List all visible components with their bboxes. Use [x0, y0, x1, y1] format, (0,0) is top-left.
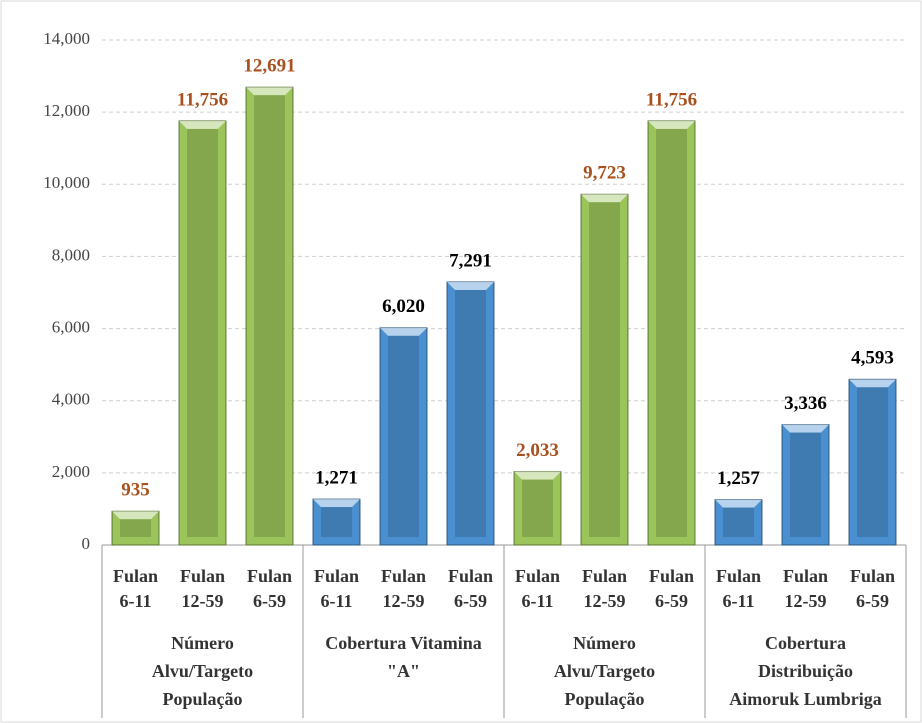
x-tick-label: Fulan [113, 566, 158, 586]
value-label: 7,291 [449, 250, 492, 271]
bar-face [120, 519, 151, 537]
x-tick-label: 12-59 [584, 591, 626, 611]
value-label: 9,723 [583, 163, 626, 184]
bar-bevel [246, 87, 293, 96]
x-tick-label: Fulan [381, 566, 426, 586]
x-tick-label: 6-11 [119, 591, 151, 611]
x-tick-label: 6-59 [655, 591, 688, 611]
group-label: Distribuição [758, 661, 853, 681]
value-label: 1,257 [717, 468, 760, 489]
group-label: Número [171, 633, 234, 653]
bar-face [455, 290, 486, 537]
bar-face [790, 432, 821, 537]
group-label: Cobertura Vitamina [325, 633, 482, 653]
x-tick-label: 6-59 [454, 591, 487, 611]
value-label: 11,756 [177, 89, 228, 110]
y-tick-label: 10,000 [43, 173, 90, 192]
value-label: 1,271 [315, 468, 358, 489]
bar-face [857, 387, 888, 537]
bar-bevel [112, 511, 159, 520]
x-tick-label: Fulan [716, 566, 761, 586]
bar-bevel [581, 194, 628, 203]
bar-face [321, 507, 352, 537]
bar-face [187, 128, 218, 538]
bar-bevel [380, 327, 427, 336]
bar-bevel [715, 499, 762, 508]
group-label: Número [573, 633, 636, 653]
group-label: "A" [387, 661, 420, 681]
value-label: 11,756 [646, 89, 697, 110]
bar-face [522, 479, 553, 537]
y-tick-label: 14,000 [43, 29, 90, 48]
group-label: Alvu/Targeto [152, 661, 253, 681]
x-tick-label: Fulan [783, 566, 828, 586]
x-tick-label: 6-11 [320, 591, 352, 611]
bar-face [656, 128, 687, 538]
x-tick-label: Fulan [515, 566, 560, 586]
y-tick-label: 6,000 [52, 317, 90, 336]
bar-face [388, 335, 419, 537]
x-tick-label: Fulan [314, 566, 359, 586]
y-tick-label: 0 [82, 534, 91, 553]
x-tick-label: 12-59 [182, 591, 224, 611]
group-label: Alvu/Targeto [554, 661, 655, 681]
value-label: 2,033 [516, 440, 559, 461]
value-label: 4,593 [851, 348, 894, 369]
bar-face [254, 95, 285, 537]
bar-face [589, 202, 620, 537]
bar-face [723, 507, 754, 537]
bar-bevel [782, 424, 829, 433]
bar-bevel [849, 379, 896, 388]
group-label: População [564, 689, 644, 709]
value-label: 6,020 [382, 296, 425, 317]
group-label: Cobertura [765, 633, 846, 653]
x-tick-label: 12-59 [383, 591, 425, 611]
x-tick-label: 6-11 [722, 591, 754, 611]
x-tick-label: Fulan [247, 566, 292, 586]
x-tick-label: Fulan [180, 566, 225, 586]
x-tick-label: Fulan [850, 566, 895, 586]
value-label: 12,691 [243, 56, 295, 77]
x-tick-label: 6-59 [253, 591, 286, 611]
x-tick-label: 6-11 [521, 591, 553, 611]
y-tick-label: 8,000 [52, 245, 90, 264]
x-tick-label: Fulan [649, 566, 694, 586]
group-label: Aimoruk Lumbriga [729, 689, 882, 709]
x-tick-label: Fulan [448, 566, 493, 586]
y-tick-label: 12,000 [43, 101, 90, 120]
bar-bevel [447, 282, 494, 291]
bar-bevel [313, 499, 360, 508]
x-tick-label: 12-59 [785, 591, 827, 611]
x-tick-label: Fulan [582, 566, 627, 586]
bar-bevel [514, 471, 561, 480]
group-label: População [162, 689, 242, 709]
bar-bevel [648, 120, 695, 129]
y-tick-label: 4,000 [52, 390, 90, 409]
value-label: 935 [121, 480, 150, 501]
value-label: 3,336 [784, 393, 827, 414]
bar-bevel [179, 120, 226, 129]
x-tick-label: 6-59 [856, 591, 889, 611]
y-tick-label: 2,000 [52, 462, 90, 481]
